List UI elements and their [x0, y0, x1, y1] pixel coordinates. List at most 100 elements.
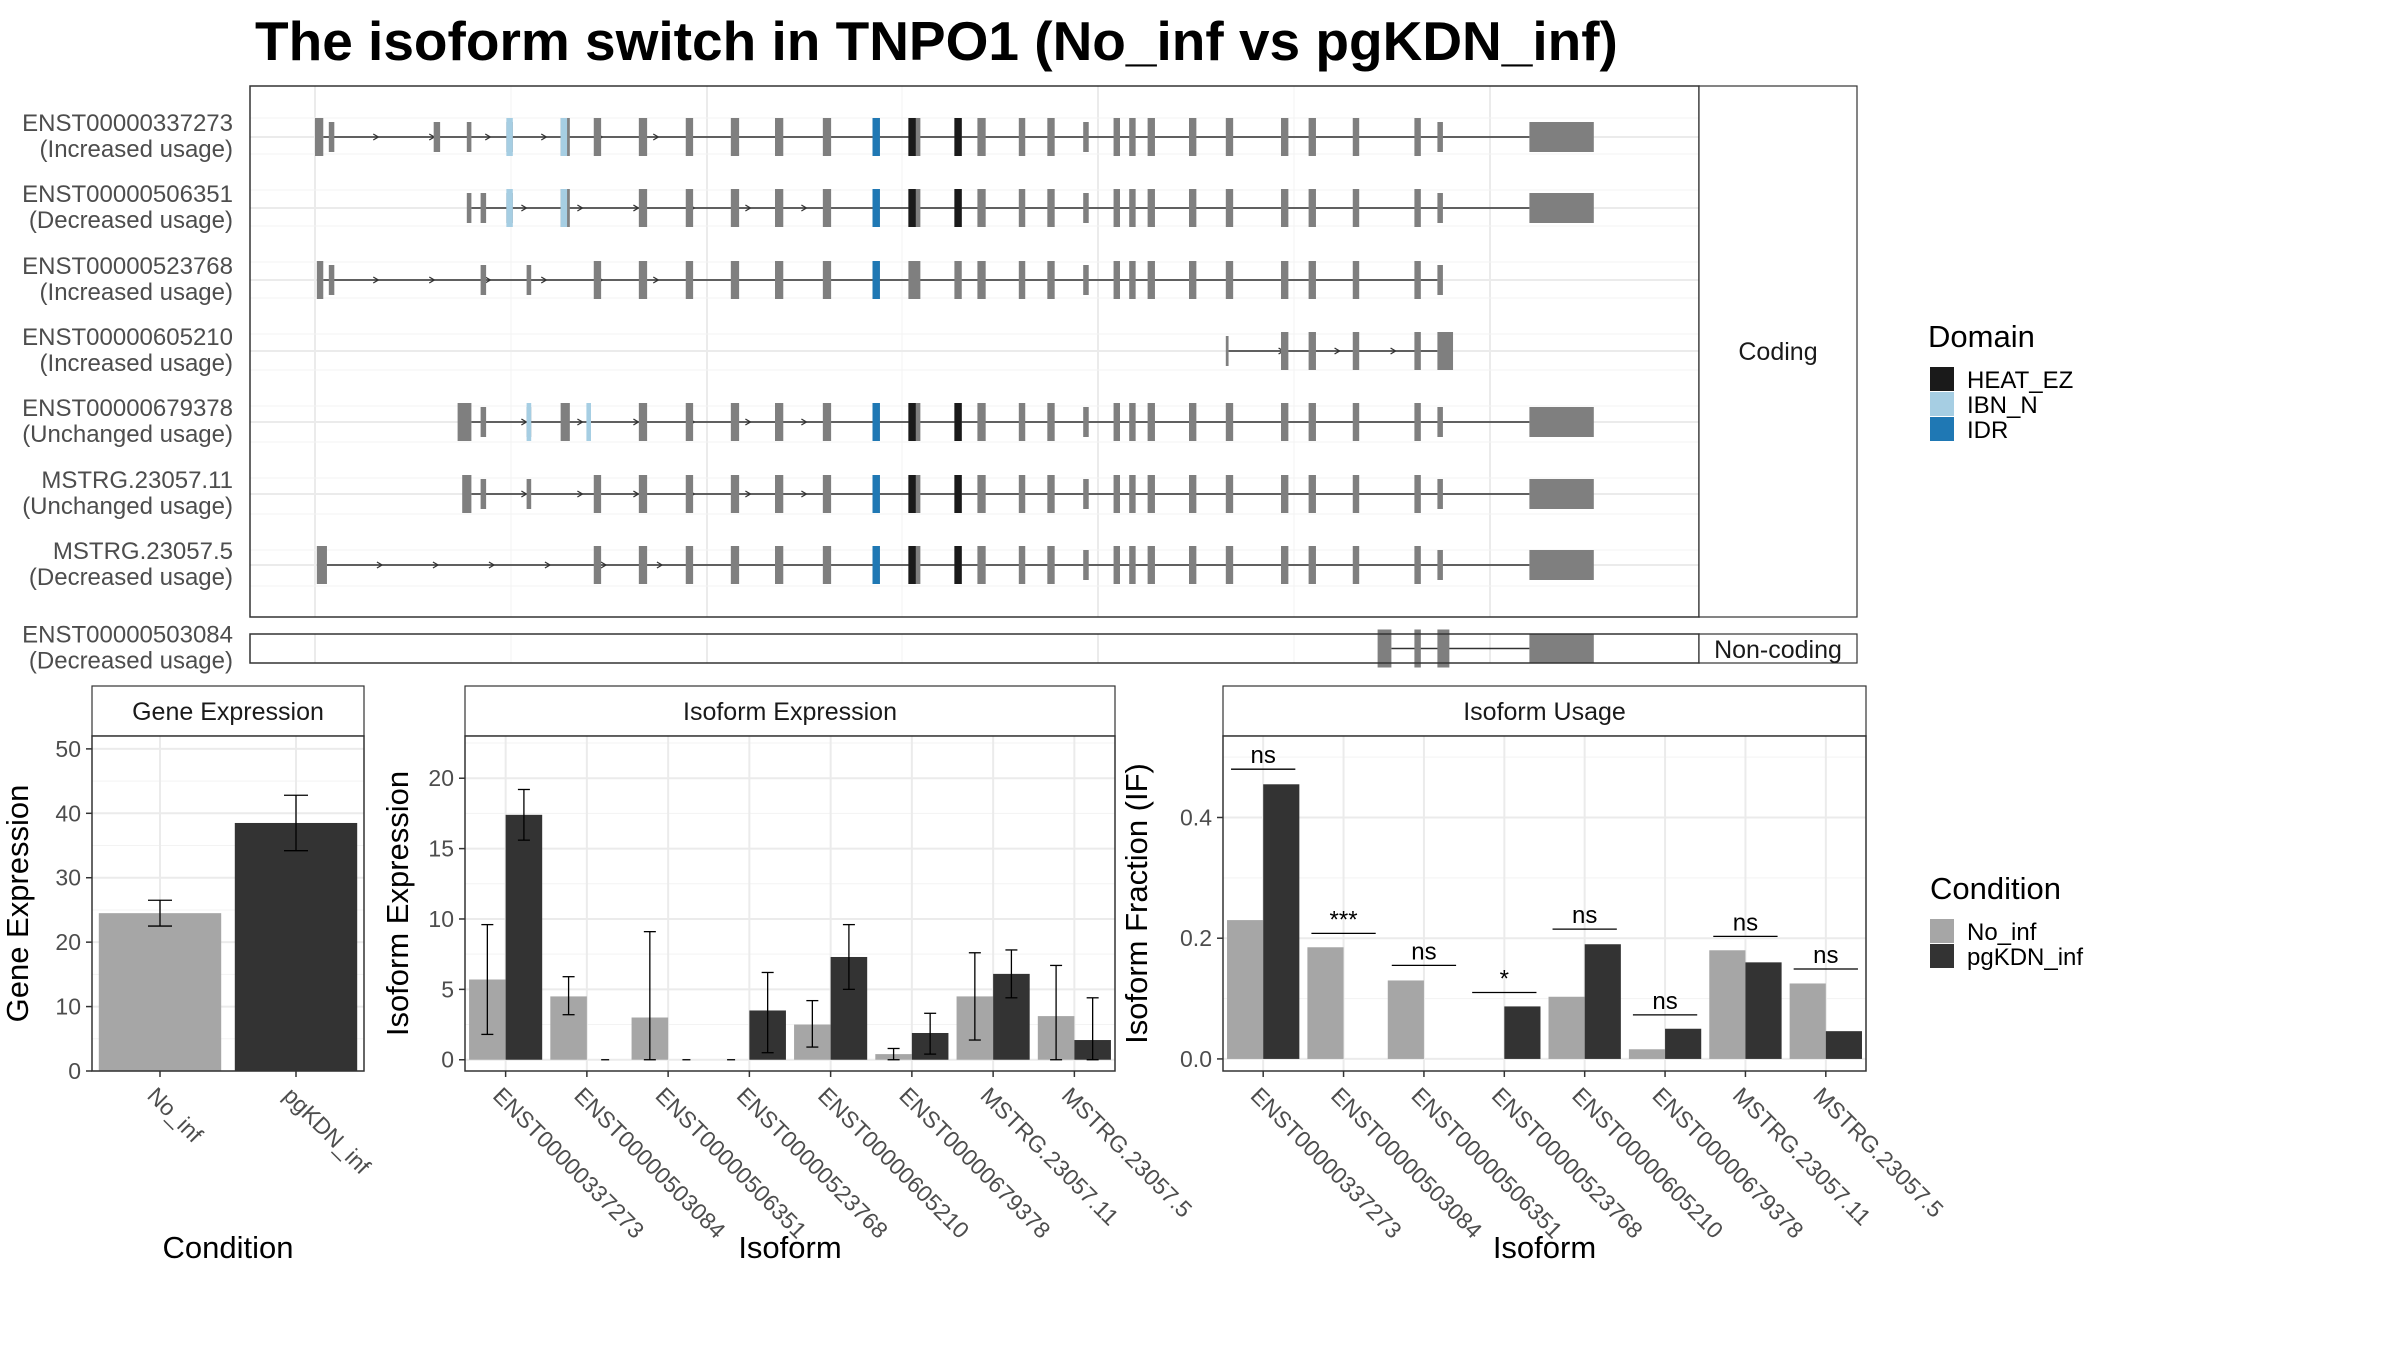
y-tick-label: 0.0 — [1180, 1046, 1212, 1072]
exon — [1047, 189, 1055, 227]
x-tick-label: ENST00000503084 — [1326, 1082, 1487, 1243]
exon — [1529, 193, 1594, 223]
transcript-enst00000605210 — [1225, 332, 1454, 370]
strand-arrow — [484, 276, 492, 284]
domain-ibn-n — [526, 403, 532, 441]
bar-pgkdn-inf — [1263, 784, 1300, 1059]
exon — [1529, 633, 1594, 664]
exon — [1281, 261, 1289, 299]
plot-border — [91, 735, 365, 1072]
domain-idr — [872, 475, 880, 513]
x-tick-label: No_inf — [142, 1082, 208, 1148]
exon — [977, 546, 986, 584]
exon — [1529, 550, 1594, 580]
x-axis-title: Isoform — [1493, 1230, 1596, 1265]
exon — [1529, 407, 1594, 437]
y-tick-label: 5 — [441, 976, 454, 1002]
exon — [1113, 403, 1120, 441]
transcript-enst00000337273 — [315, 118, 1594, 156]
bar-no-inf — [1789, 983, 1826, 1059]
y-axis-title: Isoform Fraction (IF) — [1119, 763, 1154, 1044]
exon — [1147, 189, 1155, 227]
panel-title: Isoform Expression — [683, 698, 897, 726]
significance-label: ns — [1572, 902, 1597, 929]
exon — [638, 403, 648, 441]
exon — [638, 189, 648, 227]
legend-label-ibn-n: IBN_N — [1967, 392, 2038, 419]
exon — [1189, 475, 1197, 513]
exon — [1113, 546, 1120, 584]
exon — [1113, 118, 1120, 156]
exon — [977, 189, 986, 227]
bar-no-inf — [1387, 980, 1424, 1059]
exon — [1083, 122, 1089, 152]
domain-idr — [872, 546, 880, 584]
exon — [1414, 118, 1421, 156]
y-tick-label: 50 — [55, 736, 81, 762]
strand-arrow — [521, 490, 528, 498]
bar-no-inf — [1709, 950, 1746, 1059]
strand-arrow — [1390, 347, 1397, 355]
exon — [1083, 407, 1089, 437]
x-tick-label: ENST00000679378 — [894, 1082, 1055, 1243]
isoform-label-usage: (Decreased usage) — [29, 648, 233, 675]
x-tick-label: ENST00000679378 — [1648, 1082, 1809, 1243]
strand-arrow — [633, 204, 640, 212]
strand-arrow — [540, 276, 548, 284]
isoform-label-usage: (Decreased usage) — [29, 564, 233, 591]
exon — [1437, 265, 1443, 295]
domain-heat-ez — [908, 475, 916, 513]
strand-arrow — [372, 276, 380, 284]
exon — [1047, 403, 1055, 441]
condition-legend: Condition No_inf pgKDN_inf — [1930, 871, 2083, 971]
exon — [730, 546, 740, 584]
figure-title: The isoform switch in TNPO1 (No_inf vs p… — [255, 10, 1618, 72]
y-tick-label: 20 — [428, 765, 454, 791]
noncoding-strip-label: Non-coding — [1714, 636, 1842, 664]
exon — [1414, 189, 1421, 227]
exon — [480, 193, 487, 223]
coding-strip — [1698, 85, 1858, 618]
strand-arrow — [1334, 347, 1341, 355]
exon — [1147, 403, 1155, 441]
strand-arrow — [432, 561, 440, 569]
y-tick-label: 0.4 — [1180, 804, 1212, 830]
domain-heat-ez — [908, 403, 916, 441]
exon — [1083, 479, 1089, 509]
exon — [1189, 261, 1197, 299]
panel-strip — [464, 685, 1116, 737]
exon — [1352, 332, 1360, 370]
exon — [977, 475, 986, 513]
exon — [1437, 407, 1443, 437]
significance-label: *** — [1330, 906, 1358, 933]
exon — [730, 403, 740, 441]
strand-arrow — [633, 490, 640, 498]
x-tick-label: ENST00000605210 — [1567, 1082, 1728, 1243]
isoform-label-id: MSTRG.23057.5 — [53, 538, 233, 565]
exon — [1225, 189, 1234, 227]
exon — [1414, 261, 1421, 299]
y-tick-label: 0 — [68, 1058, 81, 1084]
significance-label: ns — [1733, 909, 1758, 936]
isoform-label-usage: (Increased usage) — [40, 279, 233, 306]
exon — [1352, 118, 1360, 156]
x-tick-label: ENST00000523768 — [732, 1082, 893, 1243]
strand-arrow — [488, 561, 496, 569]
exon — [1225, 403, 1234, 441]
domain-idr — [872, 403, 880, 441]
exon — [1018, 189, 1026, 227]
exon — [638, 118, 648, 156]
y-tick-label: 0.2 — [1180, 925, 1212, 951]
bar-no-inf — [1227, 920, 1264, 1059]
legend-swatch-pgkdn-inf — [1930, 944, 1954, 968]
isoform-label-id: ENST00000679378 — [22, 395, 233, 422]
exon — [638, 546, 648, 584]
exon — [1414, 546, 1421, 584]
exon — [908, 261, 921, 299]
isoform-usage-chart: Isoform Usage 0.0 0.2 0.4 ns *** ns * ns ns ns ns EN… — [1119, 685, 1949, 1265]
x-tick-label: ENST00000337273 — [488, 1082, 649, 1243]
x-tick-label: MSTRG.23057.11 — [1728, 1082, 1876, 1230]
exon — [1281, 332, 1289, 370]
isoform-label-usage: (Increased usage) — [40, 136, 233, 163]
exon — [1414, 332, 1421, 370]
